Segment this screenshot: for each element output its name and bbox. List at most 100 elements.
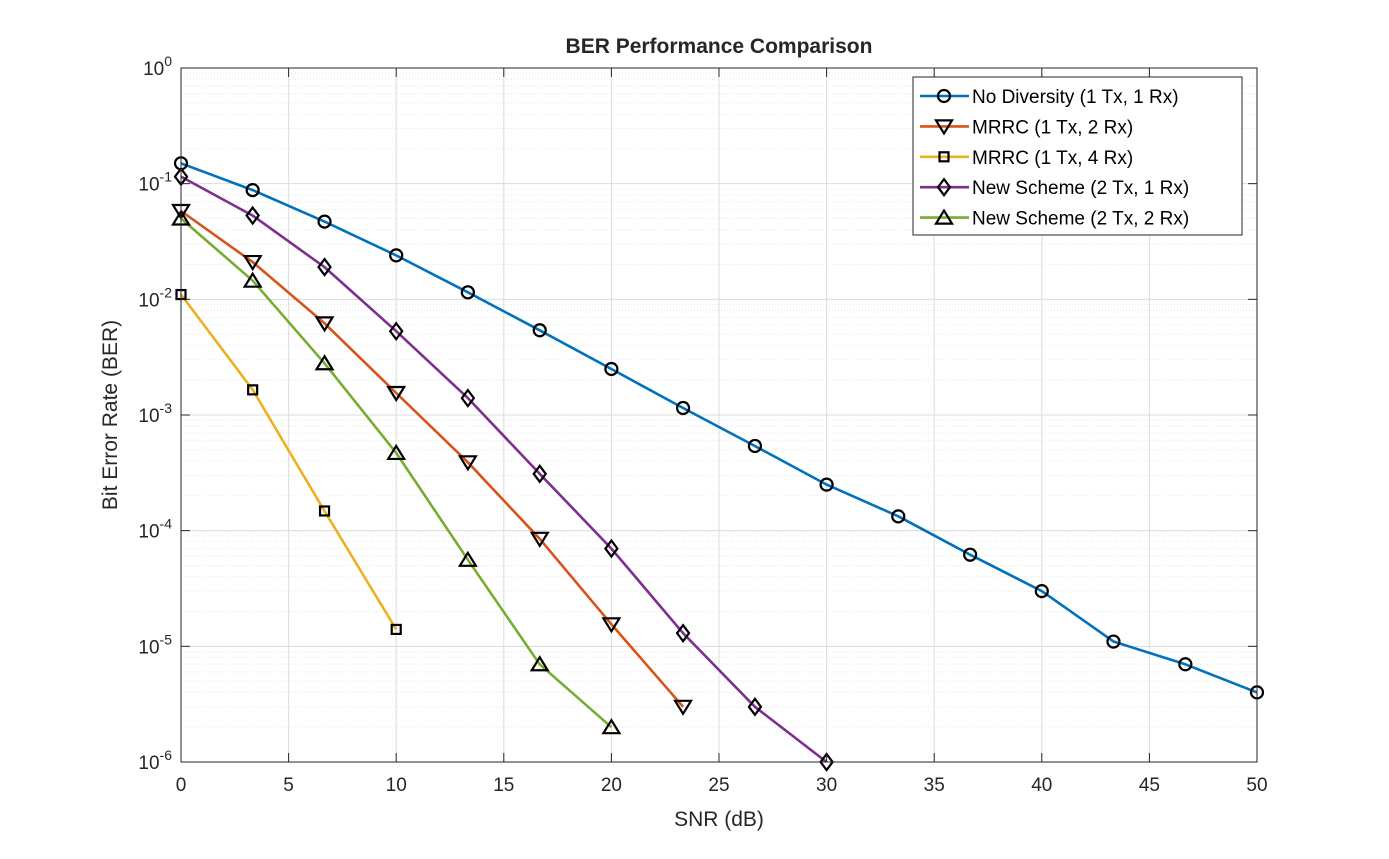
data-point <box>1106 634 1121 649</box>
x-tick-label: 30 <box>816 775 837 796</box>
x-tick-label: 40 <box>1031 775 1052 796</box>
legend-marker <box>936 88 952 104</box>
data-point <box>457 455 478 472</box>
y-tick-label: 100 <box>143 53 172 80</box>
y-tick-base: 10 <box>138 175 159 196</box>
x-tick-label: 50 <box>1246 775 1267 796</box>
y-tick-exponent: 0 <box>164 53 172 69</box>
legend-marker <box>936 177 952 198</box>
y-tick-label: 10-3 <box>138 400 172 427</box>
legend-entry: MRRC (1 Tx, 2 Rx) <box>920 117 1133 138</box>
data-point <box>532 463 548 484</box>
data-point <box>529 531 550 548</box>
data-point <box>314 316 335 333</box>
legend-marker <box>934 208 954 225</box>
data-point <box>390 623 402 636</box>
legend-label: MRRC (1 Tx, 2 Rx) <box>972 117 1133 138</box>
data-point <box>457 550 478 567</box>
data-point <box>675 400 691 416</box>
x-tick-label: 10 <box>386 775 407 796</box>
data-point <box>388 321 404 342</box>
series-line <box>180 162 1258 694</box>
data-point <box>747 438 763 454</box>
y-tick-exponent: -5 <box>160 631 173 647</box>
x-tick-label: 45 <box>1139 775 1160 796</box>
data-point <box>460 388 476 408</box>
y-tick-label: 10-1 <box>138 169 172 196</box>
data-point <box>1178 657 1193 672</box>
legend-marker <box>934 119 954 136</box>
data-point <box>747 696 763 717</box>
series-line <box>179 293 398 631</box>
y-tick-label: 10-2 <box>138 284 172 311</box>
series-line <box>180 209 685 708</box>
series-line <box>180 175 828 764</box>
data-point <box>242 254 263 272</box>
series-line <box>180 217 613 729</box>
data-point <box>318 505 331 517</box>
legend-label: New Scheme (2 Tx, 1 Rx) <box>972 178 1189 199</box>
data-point <box>963 547 978 562</box>
y-tick-base: 10 <box>138 753 159 774</box>
x-tick-label: 0 <box>176 775 187 796</box>
data-point <box>532 323 547 338</box>
data-point <box>673 699 694 716</box>
x-tick-labels: 0 5 10 15 20 25 30 35 40 45 50 <box>176 775 1268 796</box>
y-tick-exponent: -2 <box>160 284 173 300</box>
data-point <box>601 617 622 634</box>
x-tick-label: 35 <box>924 775 945 796</box>
data-point <box>386 385 407 403</box>
legend-entry: New Scheme (2 Tx, 2 Rx) <box>920 208 1189 230</box>
y-tick-label: 10-6 <box>138 747 172 774</box>
data-point <box>317 214 332 229</box>
chart-title: BER Performance Comparison <box>566 35 873 58</box>
legend: No Diversity (1 Tx, 1 Rx) MRRC (1 Tx, 2 R… <box>912 76 1243 236</box>
data-point <box>1034 584 1049 599</box>
x-tick-label: 5 <box>283 775 294 796</box>
data-point <box>245 205 261 226</box>
x-axis-label: SNR (dB) <box>674 808 764 831</box>
data-point <box>529 655 550 672</box>
data-point <box>819 752 834 772</box>
y-tick-base: 10 <box>138 522 159 543</box>
legend-marker <box>938 151 950 163</box>
legend-entry: MRRC (1 Tx, 4 Rx) <box>920 148 1133 169</box>
legend-label: New Scheme (2 Tx, 2 Rx) <box>972 209 1189 230</box>
data-point <box>604 361 619 377</box>
y-tick-exponent: -1 <box>160 169 173 185</box>
data-point <box>386 443 407 461</box>
y-tick-base: 10 <box>138 637 159 658</box>
data-point <box>317 257 332 277</box>
series-4 <box>171 209 622 735</box>
data-point <box>891 509 906 524</box>
data-point <box>245 182 260 198</box>
series-layer <box>171 156 1265 772</box>
x-tick-label: 20 <box>601 775 622 796</box>
legend-entry: New Scheme (2 Tx, 1 Rx) <box>920 177 1189 199</box>
y-tick-label: 10-5 <box>138 631 172 658</box>
data-point <box>242 271 263 288</box>
data-point <box>314 354 335 371</box>
data-point <box>389 248 404 263</box>
y-tick-base: 10 <box>138 406 159 427</box>
y-tick-base: 10 <box>138 290 159 311</box>
data-point <box>819 477 834 492</box>
y-tick-exponent: -3 <box>160 400 173 416</box>
y-tick-exponent: -6 <box>160 747 173 763</box>
x-tick-label: 25 <box>708 775 729 796</box>
series-3 <box>173 166 834 772</box>
data-point <box>675 623 691 643</box>
legend-label: MRRC (1 Tx, 4 Rx) <box>972 148 1133 169</box>
data-point <box>247 384 259 396</box>
legend-entry: No Diversity (1 Tx, 1 Rx) <box>920 87 1179 108</box>
data-point <box>460 285 475 300</box>
y-tick-label: 10-4 <box>138 516 172 543</box>
y-axis-label: Bit Error Rate (BER) <box>99 320 122 510</box>
x-tick-label: 15 <box>493 775 514 796</box>
axis-ticks <box>180 67 1258 763</box>
legend-label: No Diversity (1 Tx, 1 Rx) <box>972 87 1179 108</box>
y-tick-exponent: -4 <box>160 516 173 532</box>
data-point <box>604 538 619 559</box>
